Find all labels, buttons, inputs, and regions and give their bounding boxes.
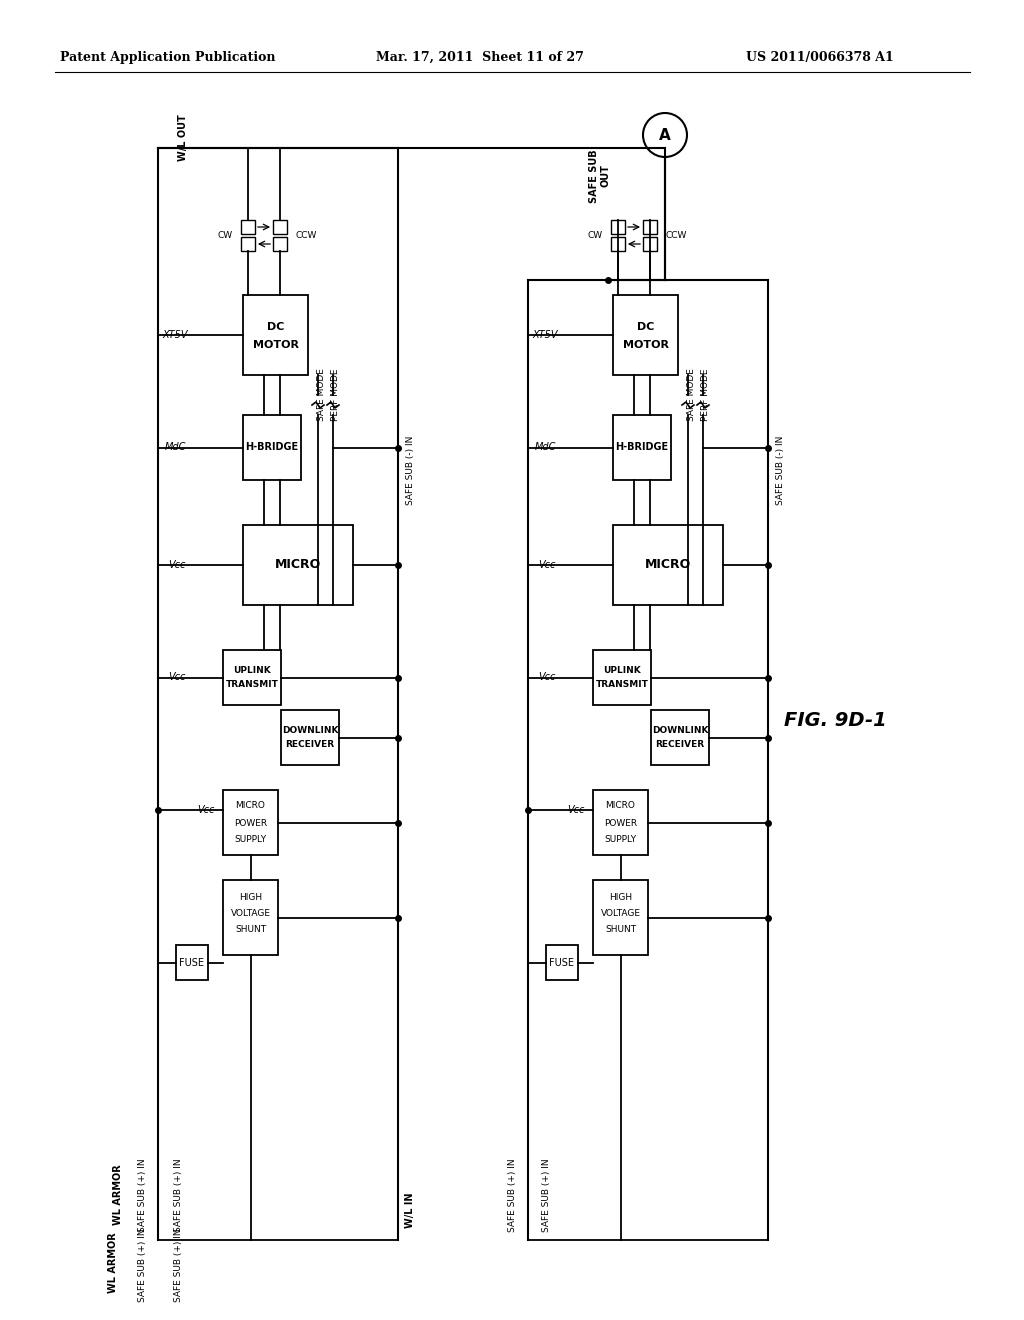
- Text: DC: DC: [267, 322, 285, 333]
- Text: MICRO: MICRO: [605, 800, 636, 809]
- Text: Vcc: Vcc: [169, 672, 186, 682]
- Text: A: A: [659, 128, 671, 143]
- Text: SUPPLY: SUPPLY: [604, 836, 637, 845]
- Text: TRANSMIT: TRANSMIT: [596, 680, 648, 689]
- Text: DOWNLINK: DOWNLINK: [651, 726, 709, 735]
- Bar: [643, 220, 657, 234]
- Text: MdC: MdC: [165, 442, 186, 453]
- Text: PERF MODE: PERF MODE: [332, 368, 341, 421]
- Bar: [546, 945, 578, 979]
- Text: FIG. 9D-1: FIG. 9D-1: [783, 710, 887, 730]
- Text: SUPPLY: SUPPLY: [234, 836, 266, 845]
- Bar: [281, 710, 339, 766]
- Bar: [223, 649, 281, 705]
- Text: SAFE SUB (-) IN: SAFE SUB (-) IN: [775, 436, 784, 504]
- Text: CW: CW: [588, 231, 603, 239]
- Text: SAFE SUB (+) IN: SAFE SUB (+) IN: [542, 1158, 551, 1232]
- Text: US 2011/0066378 A1: US 2011/0066378 A1: [746, 50, 894, 63]
- Text: XT5V: XT5V: [163, 330, 188, 341]
- Bar: [223, 880, 278, 954]
- Text: POWER: POWER: [233, 818, 267, 828]
- Bar: [241, 220, 255, 234]
- Text: WL ARMOR: WL ARMOR: [113, 1164, 123, 1225]
- Bar: [243, 294, 308, 375]
- Text: Vcc: Vcc: [567, 805, 585, 814]
- Text: SAFE MODE: SAFE MODE: [686, 368, 695, 421]
- Bar: [593, 880, 648, 954]
- Bar: [241, 238, 255, 251]
- Text: TRANSMIT: TRANSMIT: [225, 680, 279, 689]
- Bar: [643, 238, 657, 251]
- Text: CCW: CCW: [295, 231, 316, 239]
- Text: POWER: POWER: [604, 818, 637, 828]
- Text: UPLINK: UPLINK: [233, 667, 271, 675]
- Text: PERF MODE: PERF MODE: [701, 368, 711, 421]
- Text: FUSE: FUSE: [179, 957, 205, 968]
- Text: H-BRIDGE: H-BRIDGE: [615, 442, 669, 453]
- Bar: [611, 238, 625, 251]
- Text: SHUNT: SHUNT: [605, 925, 636, 935]
- Text: DOWNLINK: DOWNLINK: [282, 726, 338, 735]
- Bar: [613, 414, 671, 480]
- Text: CCW: CCW: [665, 231, 686, 239]
- Text: XT5V: XT5V: [532, 330, 558, 341]
- Text: MICRO: MICRO: [274, 558, 322, 572]
- Text: FUSE: FUSE: [550, 957, 574, 968]
- Bar: [273, 238, 287, 251]
- Bar: [593, 649, 651, 705]
- Text: SAFE SUB (+) IN: SAFE SUB (+) IN: [173, 1158, 182, 1232]
- Text: MdC: MdC: [535, 442, 556, 453]
- Text: SHUNT: SHUNT: [234, 925, 266, 935]
- Bar: [651, 710, 709, 766]
- Text: MOTOR: MOTOR: [253, 341, 299, 350]
- Text: SAFE SUB (-) IN: SAFE SUB (-) IN: [406, 436, 415, 504]
- Text: RECEIVER: RECEIVER: [286, 741, 335, 748]
- Text: W/L OUT: W/L OUT: [178, 115, 188, 161]
- Bar: [223, 789, 278, 855]
- Text: SAFE SUB (+) IN: SAFE SUB (+) IN: [138, 1228, 147, 1302]
- Bar: [593, 789, 648, 855]
- Bar: [611, 220, 625, 234]
- Text: W/L IN: W/L IN: [406, 1192, 415, 1228]
- Text: Mar. 17, 2011  Sheet 11 of 27: Mar. 17, 2011 Sheet 11 of 27: [376, 50, 584, 63]
- Bar: [243, 525, 353, 605]
- Text: CW: CW: [218, 231, 233, 239]
- Bar: [273, 220, 287, 234]
- Text: VOLTAGE: VOLTAGE: [600, 908, 640, 917]
- Text: RECEIVER: RECEIVER: [655, 741, 705, 748]
- Text: Vcc: Vcc: [539, 560, 556, 570]
- Text: SAFE SUB
OUT: SAFE SUB OUT: [589, 149, 610, 203]
- Bar: [613, 525, 723, 605]
- Text: HIGH: HIGH: [609, 894, 632, 903]
- Text: Vcc: Vcc: [169, 560, 186, 570]
- Text: SAFE SUB (+) IN: SAFE SUB (+) IN: [509, 1158, 517, 1232]
- Bar: [176, 945, 208, 979]
- Text: SAFE SUB (+) IN: SAFE SUB (+) IN: [138, 1158, 147, 1232]
- Text: H-BRIDGE: H-BRIDGE: [246, 442, 299, 453]
- Text: HIGH: HIGH: [239, 894, 262, 903]
- Text: MICRO: MICRO: [236, 800, 265, 809]
- Text: Patent Application Publication: Patent Application Publication: [60, 50, 275, 63]
- Text: SAFE MODE: SAFE MODE: [316, 368, 326, 421]
- Text: Vcc: Vcc: [198, 805, 215, 814]
- Text: Vcc: Vcc: [539, 672, 556, 682]
- Text: MOTOR: MOTOR: [623, 341, 669, 350]
- Text: MICRO: MICRO: [645, 558, 691, 572]
- Text: UPLINK: UPLINK: [603, 667, 641, 675]
- Text: DC: DC: [637, 322, 654, 333]
- Text: VOLTAGE: VOLTAGE: [230, 908, 270, 917]
- Text: WL ARMOR: WL ARMOR: [108, 1232, 118, 1292]
- Text: SAFE SUB (+) IN: SAFE SUB (+) IN: [173, 1228, 182, 1302]
- Bar: [613, 294, 678, 375]
- Bar: [243, 414, 301, 480]
